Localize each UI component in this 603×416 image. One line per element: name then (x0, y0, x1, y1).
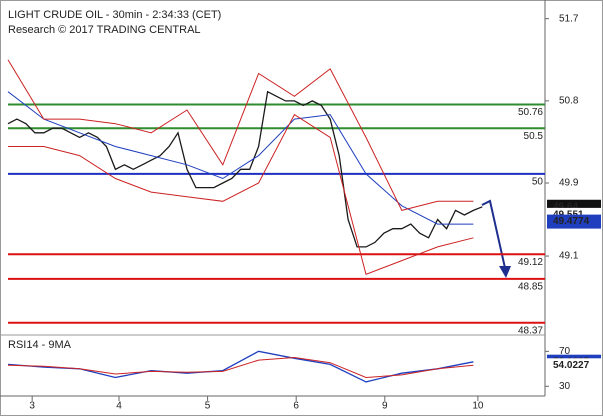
price-tag-label: 49.64 (553, 201, 578, 212)
y-tick-label: 51.7 (559, 13, 579, 24)
y-tick-label: 30 (559, 381, 571, 392)
chart-title: LIGHT CRUDE OIL - 30min - 2:34:33 (CET) (8, 9, 221, 21)
x-tick-label: 3 (29, 401, 35, 412)
level-label: 50.76 (518, 107, 543, 118)
series-line (7, 59, 474, 211)
x-tick-label: 9 (382, 401, 388, 412)
level-label: 48.37 (518, 325, 543, 336)
level-label: 48.85 (518, 282, 543, 293)
rsi-title: RSI14 - 9MA (8, 339, 72, 351)
x-tick-label: 10 (472, 401, 484, 412)
forecast-arrow (481, 199, 511, 278)
y-tick-label: 49.1 (559, 251, 579, 262)
series-line (8, 113, 474, 275)
price-tag (547, 358, 601, 373)
level-label: 49.12 (518, 257, 543, 268)
price-tag (547, 214, 601, 229)
series-line (7, 356, 474, 379)
series-line (7, 91, 474, 225)
x-tick-label: 6 (293, 401, 299, 412)
chart-subtitle: Research © 2017 TRADING CENTRAL (8, 24, 201, 36)
level-label: 50.5 (524, 131, 544, 142)
level-label: 50 (532, 177, 544, 188)
x-tick-label: 4 (116, 401, 122, 412)
y-tick-label: 50.8 (559, 95, 579, 106)
price-tag-label: 49.4774 (553, 216, 590, 227)
y-tick-label: 70 (559, 346, 571, 357)
x-tick-label: 5 (205, 401, 211, 412)
series-line (7, 350, 474, 383)
series-line (7, 90, 483, 248)
y-tick-label: 49.9 (559, 178, 579, 189)
price-tag-label: 54.0227 (553, 360, 590, 371)
